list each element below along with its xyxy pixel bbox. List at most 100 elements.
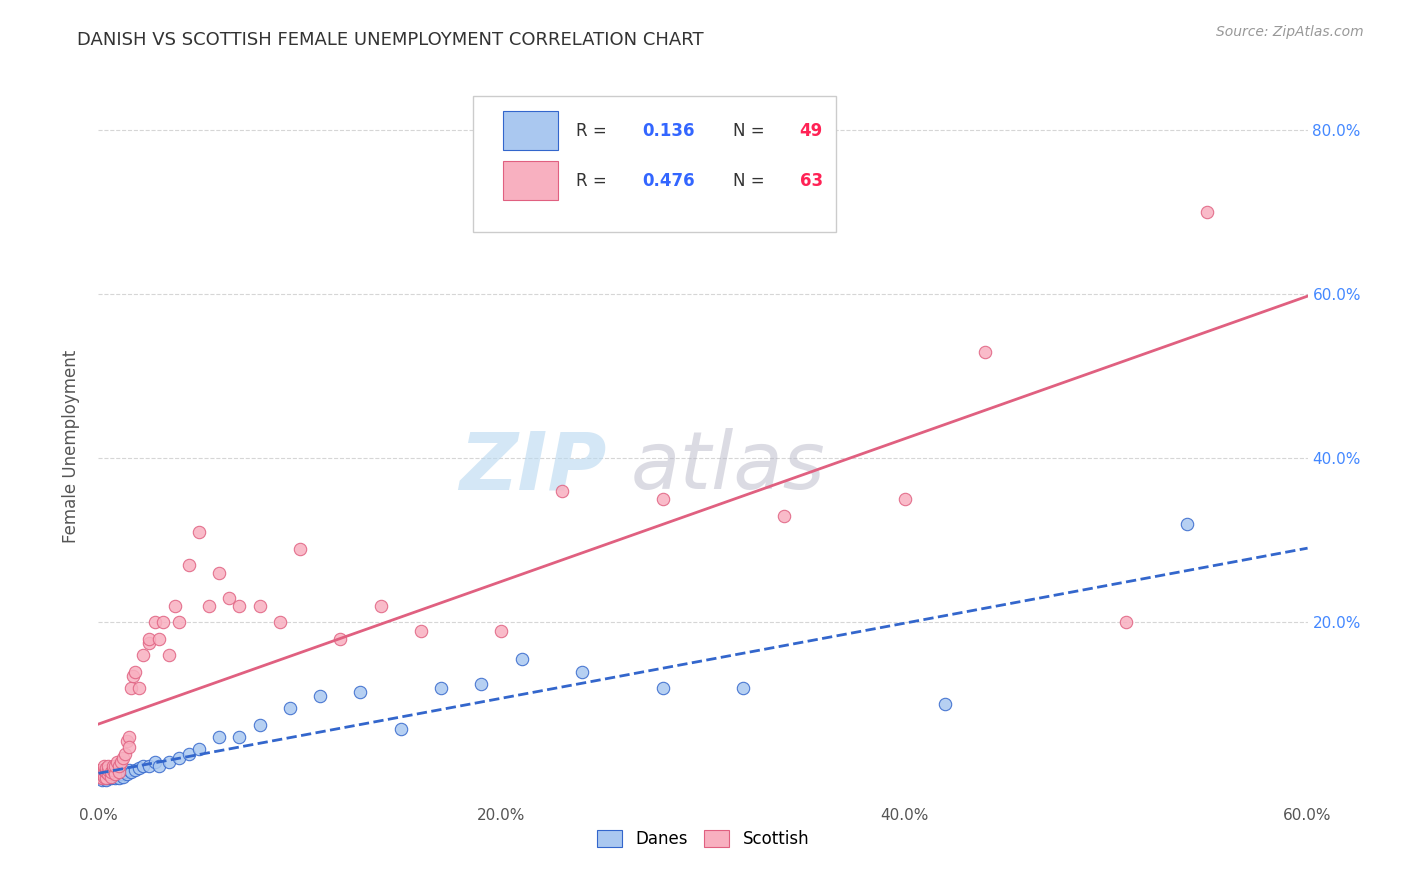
Text: atlas: atlas (630, 428, 825, 507)
Point (551, 484, 574, 499)
Point (409, 624, 432, 638)
Point (389, 722, 412, 736)
Point (93, 759, 115, 773)
Point (93, 763, 115, 777)
Text: N =: N = (734, 121, 770, 139)
Point (115, 767, 138, 781)
Point (89, 767, 111, 781)
Point (111, 770, 134, 784)
Text: 0.136: 0.136 (643, 121, 695, 139)
Point (96, 761, 118, 775)
Point (91, 771, 114, 785)
Text: Source: ZipAtlas.com: Source: ZipAtlas.com (1216, 25, 1364, 39)
Point (103, 767, 125, 781)
Point (309, 689, 332, 703)
Point (111, 750, 134, 764)
Point (89, 770, 111, 784)
Point (101, 770, 124, 784)
Point (107, 764, 129, 779)
Point (93, 770, 115, 784)
Point (228, 730, 250, 744)
Text: R =: R = (576, 121, 612, 139)
Point (120, 764, 142, 779)
Text: 49: 49 (800, 121, 823, 139)
Point (101, 759, 124, 773)
Point (249, 718, 271, 732)
Point (138, 632, 160, 646)
Point (114, 764, 136, 779)
Point (218, 591, 240, 605)
Point (278, 701, 301, 715)
Point (97, 770, 120, 784)
Point (470, 677, 492, 691)
Point (143, 615, 166, 630)
Point (89, 767, 111, 781)
Point (772, 508, 794, 523)
Point (491, 624, 513, 638)
Point (138, 759, 160, 773)
Point (118, 763, 141, 777)
Point (132, 759, 155, 773)
Point (269, 615, 291, 630)
Point (148, 759, 170, 773)
Text: R =: R = (576, 171, 612, 189)
Point (120, 681, 142, 695)
Point (101, 764, 124, 779)
Point (167, 750, 190, 764)
Point (157, 755, 180, 769)
Point (107, 763, 129, 777)
Text: N =: N = (734, 171, 770, 189)
Point (167, 615, 190, 630)
Point (105, 767, 128, 781)
Point (97, 759, 120, 773)
Point (571, 665, 593, 679)
Point (100, 770, 122, 784)
Point (188, 742, 211, 756)
Point (974, 344, 997, 359)
Point (91, 770, 114, 784)
Point (96, 764, 118, 779)
Point (91, 767, 114, 781)
Point (152, 615, 174, 630)
Text: ZIP: ZIP (458, 428, 606, 507)
Point (89, 771, 111, 785)
Point (179, 558, 201, 572)
Point (163, 599, 186, 613)
Point (96, 772, 118, 787)
Y-axis label: Female Unemployment: Female Unemployment (62, 350, 80, 542)
Point (93, 771, 115, 785)
Point (157, 648, 180, 662)
Point (128, 681, 150, 695)
Point (228, 599, 250, 613)
Point (288, 541, 311, 556)
Point (143, 755, 166, 769)
FancyBboxPatch shape (503, 161, 558, 200)
Point (208, 730, 231, 744)
Point (138, 636, 160, 650)
Point (103, 771, 125, 785)
Point (1195, 205, 1218, 219)
Text: DANISH VS SCOTTISH FEMALE UNEMPLOYMENT CORRELATION CHART: DANISH VS SCOTTISH FEMALE UNEMPLOYMENT C… (77, 31, 704, 49)
Point (97, 767, 120, 781)
Point (118, 739, 141, 754)
Legend: Danes, Scottish: Danes, Scottish (591, 823, 815, 855)
Point (91, 764, 114, 779)
Point (733, 681, 755, 695)
Point (100, 764, 122, 779)
Point (651, 492, 673, 507)
Point (107, 759, 129, 773)
Point (249, 599, 271, 613)
Point (107, 771, 129, 785)
Point (148, 632, 170, 646)
Point (124, 763, 146, 777)
Point (124, 665, 146, 679)
FancyBboxPatch shape (503, 111, 558, 150)
Point (121, 668, 143, 682)
Point (101, 763, 124, 777)
Point (198, 599, 221, 613)
Point (105, 755, 128, 769)
Point (110, 755, 132, 769)
Point (651, 681, 673, 695)
Point (128, 761, 150, 775)
Point (1175, 516, 1198, 531)
